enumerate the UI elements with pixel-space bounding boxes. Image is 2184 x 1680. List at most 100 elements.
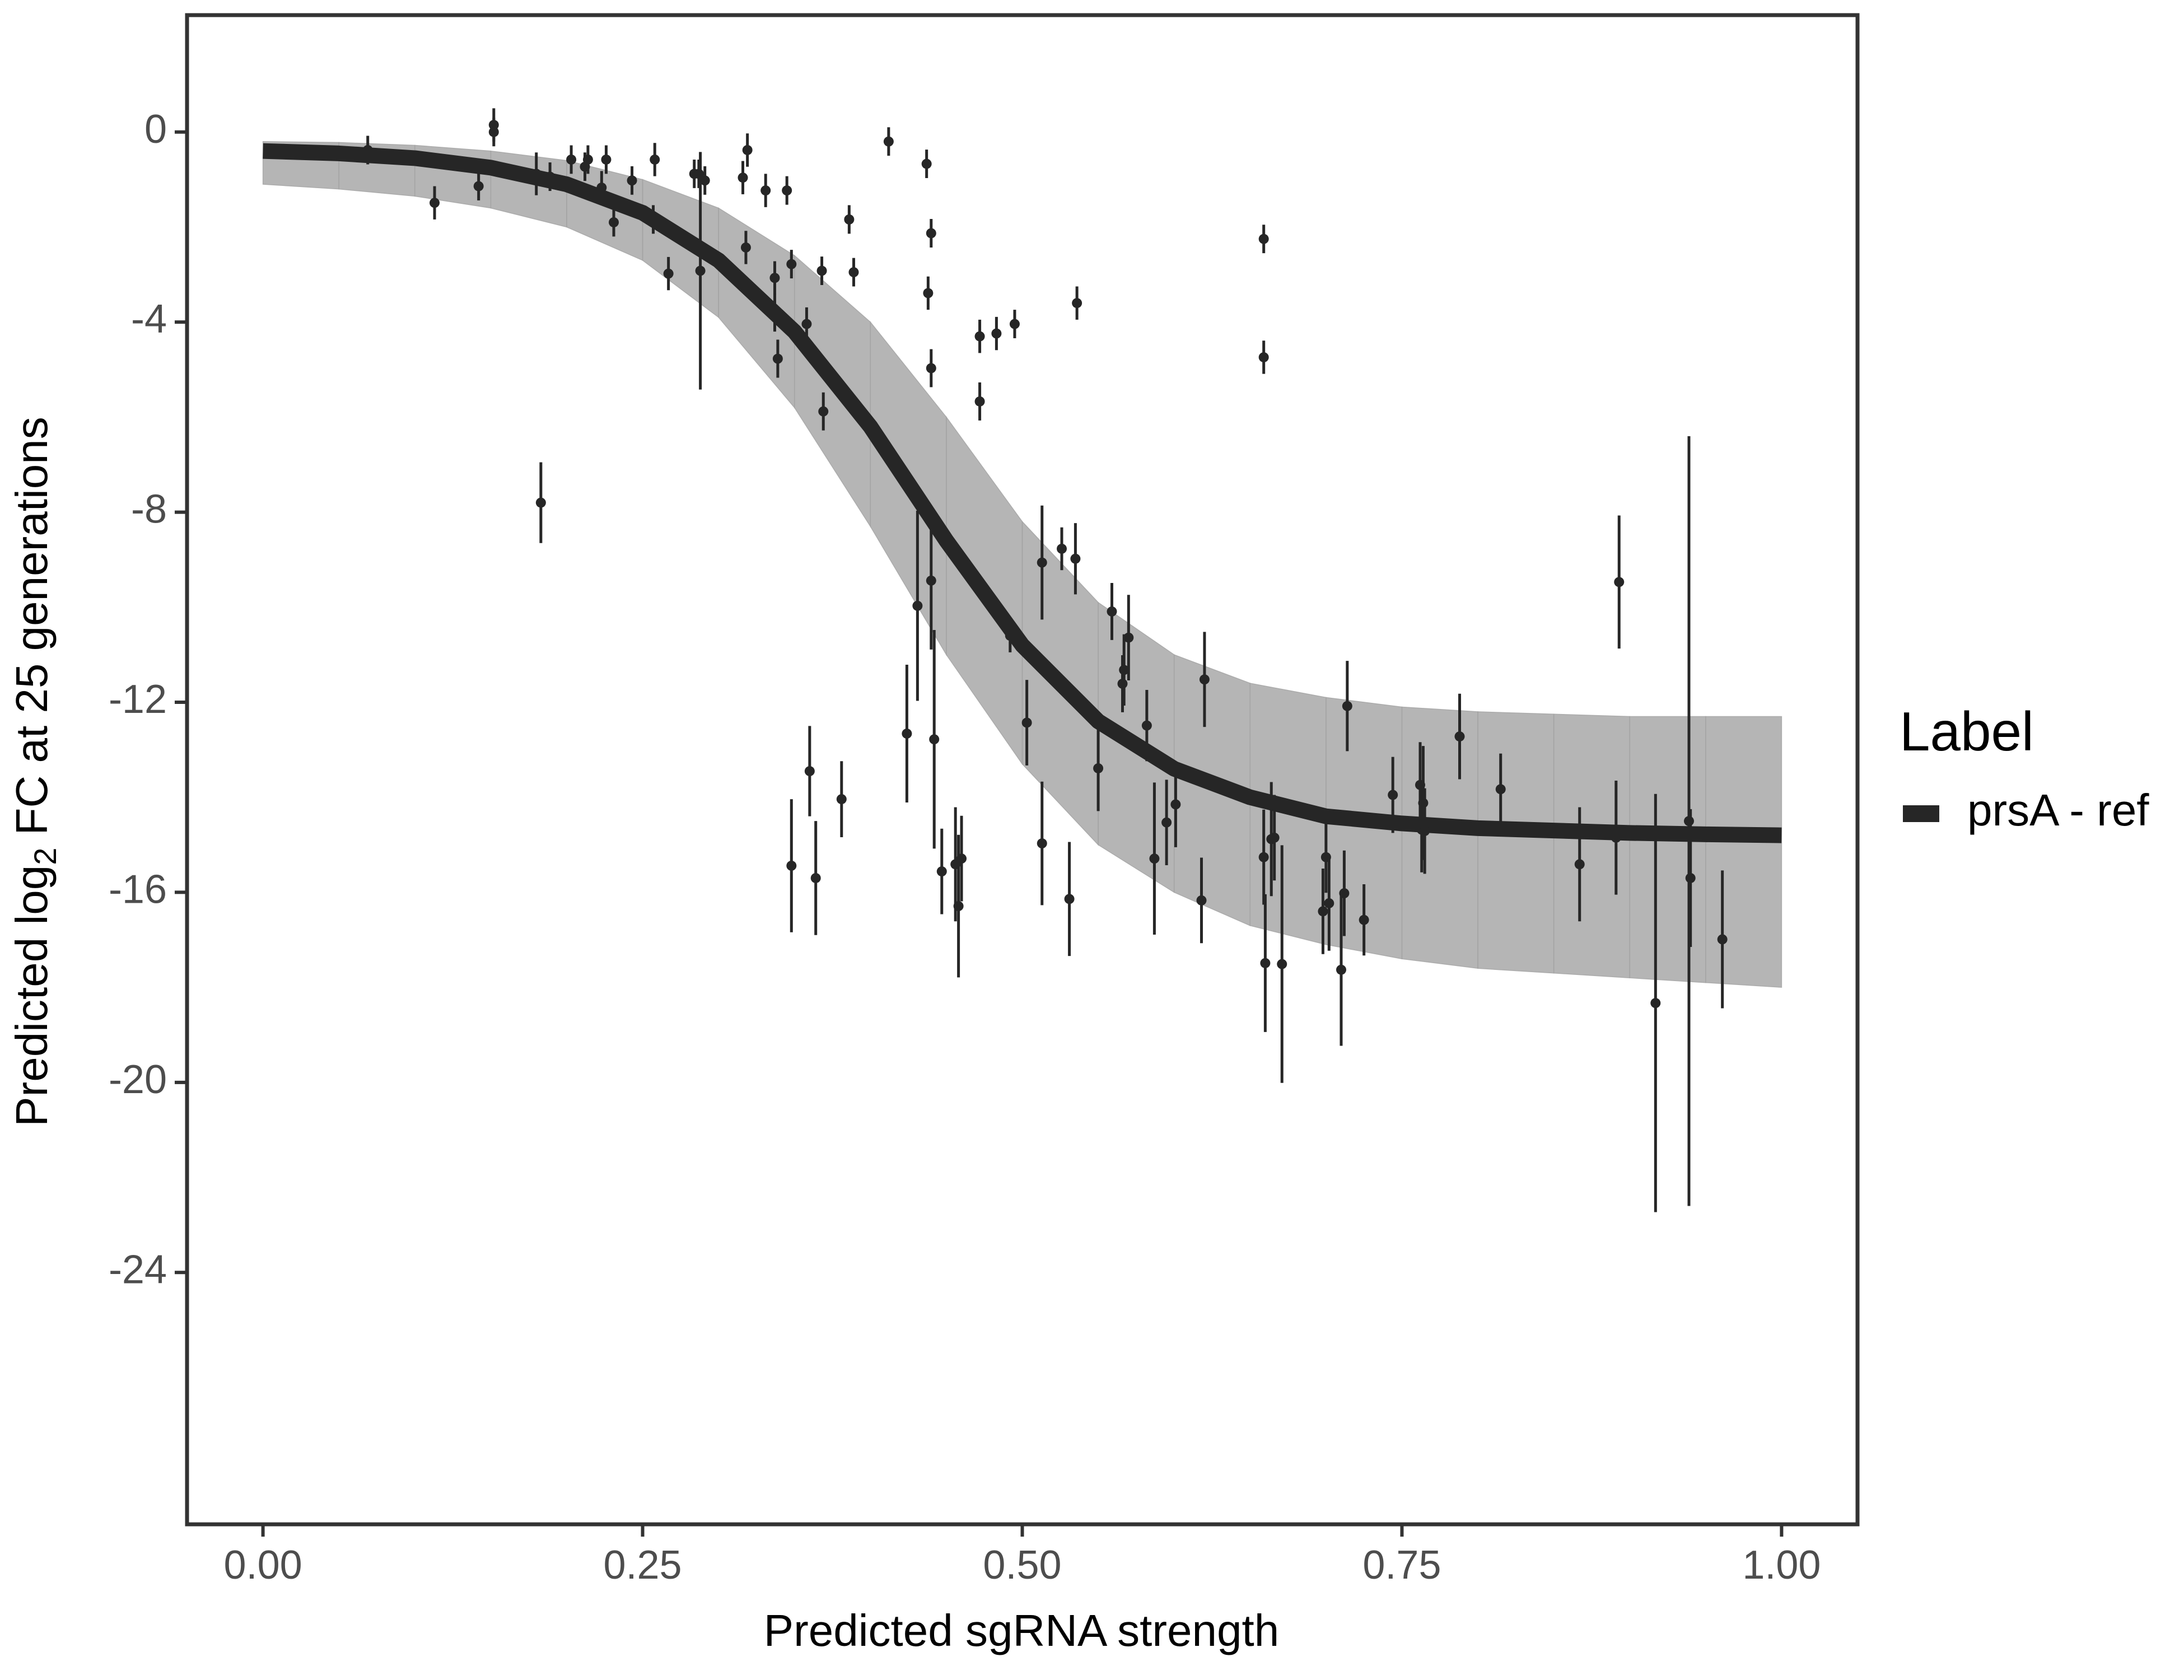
point: [1258, 234, 1269, 244]
point: [923, 288, 934, 298]
point: [1123, 632, 1134, 643]
point: [650, 154, 660, 165]
point: [844, 214, 855, 225]
point: [786, 259, 797, 269]
point: [699, 175, 710, 186]
y-tick-label: -12: [109, 677, 167, 722]
x-tick-label: 0.25: [603, 1543, 682, 1588]
uncertainty-band: [1401, 706, 1478, 969]
y-tick-label: 0: [144, 107, 167, 152]
point: [1574, 859, 1585, 870]
point: [695, 265, 706, 276]
y-tick-label: -4: [131, 297, 167, 342]
point: [936, 866, 947, 877]
point: [1107, 606, 1117, 617]
point: [1683, 816, 1694, 827]
point: [1072, 298, 1082, 309]
uncertainty-band: [1477, 711, 1555, 974]
point: [912, 600, 923, 611]
point: [1005, 631, 1015, 641]
y-title-part: Predicted log: [7, 865, 57, 1127]
y-title-sub: 2: [27, 848, 63, 865]
point: [769, 307, 780, 318]
x-tick-label: 1.00: [1742, 1543, 1821, 1588]
plot-layer: [262, 108, 1782, 1212]
point: [1320, 852, 1331, 862]
uncertainty-band: [1629, 716, 1706, 983]
point: [1009, 319, 1020, 329]
point: [929, 734, 940, 745]
point: [902, 729, 912, 739]
point: [1650, 998, 1661, 1009]
point: [531, 169, 542, 179]
point: [1418, 797, 1429, 808]
point: [956, 853, 967, 864]
point: [816, 265, 827, 276]
point: [1614, 577, 1625, 587]
y-tick-label: -24: [109, 1247, 167, 1292]
point: [1454, 731, 1465, 742]
point: [953, 901, 964, 912]
point: [1149, 853, 1160, 864]
point: [1269, 832, 1280, 843]
point: [1057, 543, 1067, 554]
point: [769, 273, 780, 283]
point: [609, 217, 619, 227]
point: [974, 396, 985, 407]
point: [883, 136, 894, 147]
point: [1415, 780, 1425, 790]
point: [1685, 872, 1696, 883]
point: [786, 860, 797, 871]
point: [818, 406, 829, 417]
point: [991, 328, 1002, 339]
point: [1495, 784, 1506, 795]
legend-key: [1903, 805, 1939, 822]
point: [1611, 832, 1621, 843]
y-tick-label: -16: [109, 867, 167, 912]
point: [1037, 838, 1047, 849]
point: [782, 185, 792, 196]
point: [1339, 888, 1350, 899]
fit-curve: [263, 143, 1782, 843]
point: [1359, 914, 1369, 925]
point: [1037, 557, 1047, 568]
point: [1117, 678, 1128, 689]
point: [974, 331, 985, 342]
point: [810, 872, 821, 883]
point: [601, 154, 612, 165]
point: [596, 183, 607, 193]
point: [1258, 852, 1269, 862]
legend-label: prsA - ref: [1967, 785, 2149, 835]
point: [1260, 958, 1271, 968]
point: [742, 144, 753, 155]
uncertainty-band: [718, 207, 795, 409]
point: [1324, 898, 1334, 908]
point: [1388, 790, 1398, 800]
y-title-part: FC at 25 generations: [7, 417, 57, 847]
point: [1336, 964, 1346, 975]
point: [836, 794, 847, 805]
x-tick-label: 0.75: [1362, 1543, 1441, 1588]
point: [760, 185, 771, 196]
point: [1277, 959, 1287, 969]
point: [1196, 895, 1207, 906]
x-tick-label: 0.00: [224, 1543, 302, 1588]
point: [926, 363, 936, 374]
point: [473, 181, 484, 192]
x-tick-label: 0.50: [983, 1543, 1061, 1588]
point: [1093, 763, 1104, 773]
point: [648, 214, 659, 225]
point: [1119, 665, 1130, 675]
point: [1064, 894, 1075, 904]
y-tick-label: -8: [131, 487, 167, 532]
x-axis-title: Predicted sgRNA strength: [764, 1606, 1279, 1655]
point: [921, 158, 932, 169]
point: [1199, 674, 1210, 685]
y-tick-label: -20: [109, 1057, 167, 1102]
point: [926, 228, 936, 239]
point: [1141, 720, 1152, 731]
point: [566, 154, 577, 165]
point: [772, 353, 783, 364]
